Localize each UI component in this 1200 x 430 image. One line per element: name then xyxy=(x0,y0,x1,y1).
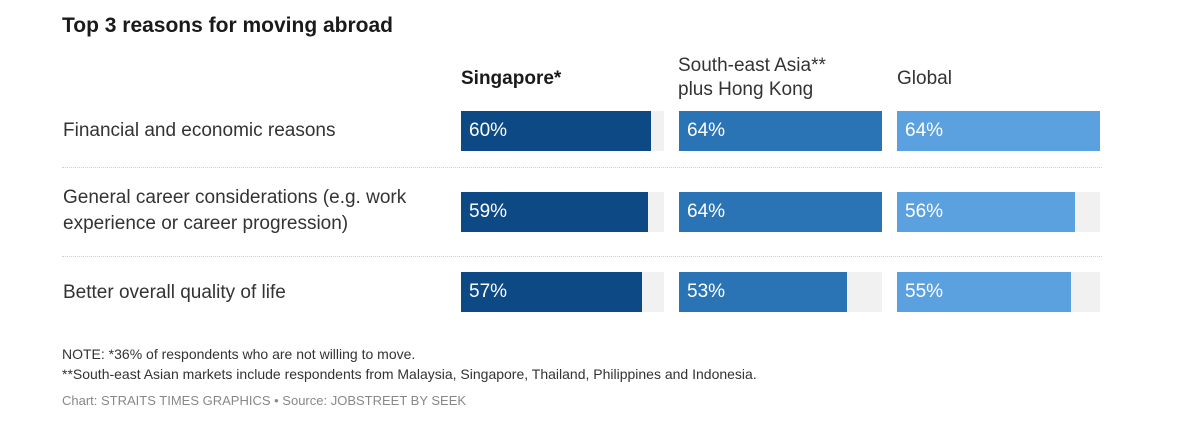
row-label-quality: Better overall quality of life xyxy=(63,282,286,303)
bar-track: 64% xyxy=(679,111,882,151)
column-header-global: Global xyxy=(897,68,952,89)
note-markets: **South-east Asian markets include respo… xyxy=(62,366,757,382)
bar-value-label: 59% xyxy=(469,201,508,222)
bar-sea-financial: 64% xyxy=(679,111,882,151)
bar-track: 55% xyxy=(897,272,1100,312)
row-label-financial: Financial and economic reasons xyxy=(63,120,336,141)
bar-value-label: 64% xyxy=(687,201,726,222)
chart-source: Chart: STRAITS TIMES GRAPHICS • Source: … xyxy=(62,393,467,408)
bar-track: 59% xyxy=(461,192,664,232)
column-header-singapore: Singapore* xyxy=(461,68,562,89)
bar-singapore-financial: 60% xyxy=(461,111,651,151)
bar-global-quality: 55% xyxy=(897,272,1071,312)
bar-value-label: 64% xyxy=(905,120,944,141)
bar-global-financial: 64% xyxy=(897,111,1100,151)
bar-value-label: 57% xyxy=(469,281,508,302)
bar-track: 57% xyxy=(461,272,664,312)
bar-track: 64% xyxy=(897,111,1100,151)
chart-title: Top 3 reasons for moving abroad xyxy=(62,14,393,37)
row-divider xyxy=(62,256,1102,257)
bar-value-label: 60% xyxy=(469,120,508,141)
row-divider xyxy=(62,167,1102,168)
bar-value-label: 56% xyxy=(905,201,944,222)
column-header-sea: South-east Asia** plus Hong Kong xyxy=(678,55,826,100)
bar-value-label: 55% xyxy=(905,281,944,302)
note-respondents: NOTE: *36% of respondents who are not wi… xyxy=(62,346,416,362)
bar-value-label: 53% xyxy=(687,281,726,302)
bar-singapore-career: 59% xyxy=(461,192,648,232)
bar-track: 56% xyxy=(897,192,1100,232)
bar-value-label: 64% xyxy=(687,120,726,141)
bar-track: 60% xyxy=(461,111,664,151)
row-label-career: General career considerations (e.g. work… xyxy=(63,187,407,234)
bar-track: 64% xyxy=(679,192,882,232)
bar-singapore-quality: 57% xyxy=(461,272,642,312)
bar-sea-quality: 53% xyxy=(679,272,847,312)
bar-track: 53% xyxy=(679,272,882,312)
bar-global-career: 56% xyxy=(897,192,1075,232)
bar-sea-career: 64% xyxy=(679,192,882,232)
